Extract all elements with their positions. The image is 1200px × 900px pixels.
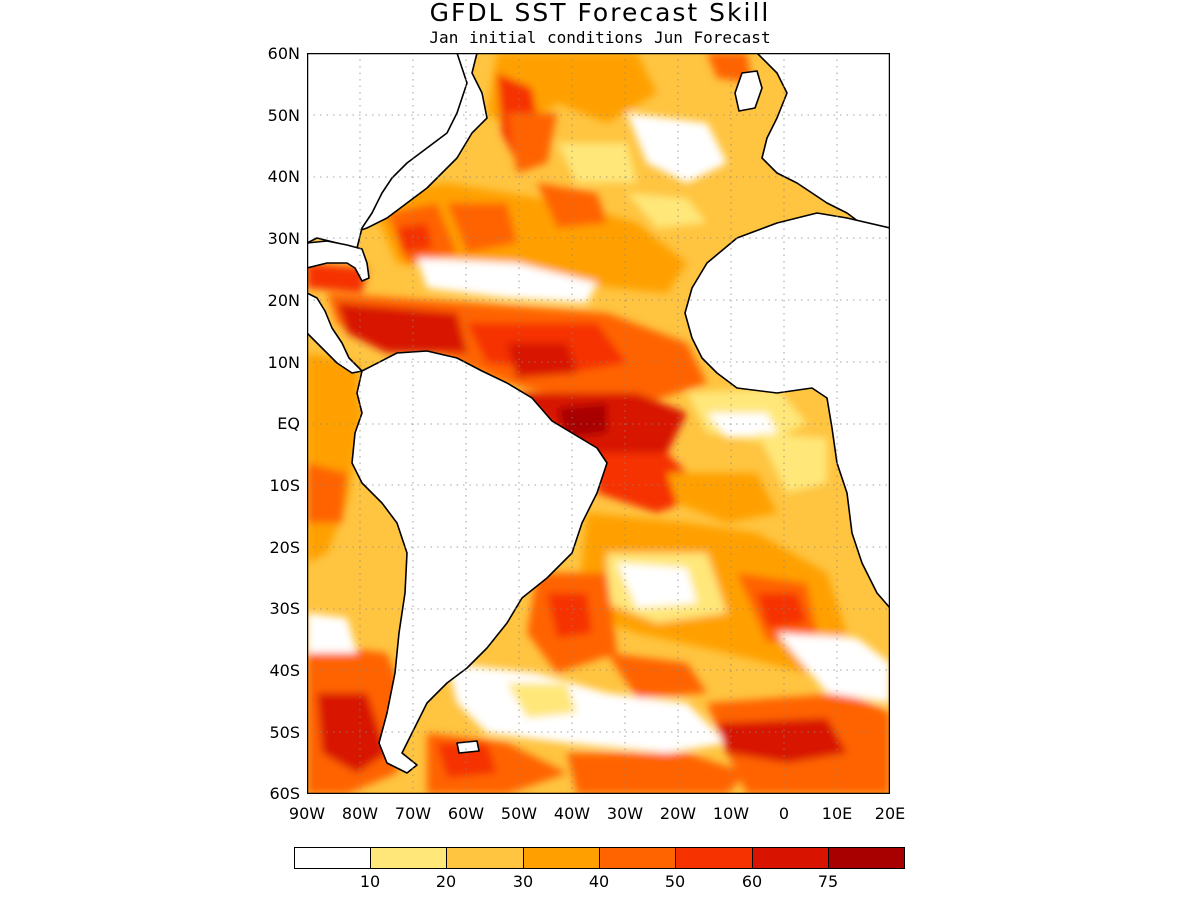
colorbar-label-75: 75 (817, 872, 839, 891)
colorbar-swatch-6 (752, 847, 829, 869)
lat-label-30n: 30N (267, 229, 300, 248)
lon-label-20e: 20E (874, 804, 906, 823)
lon-label-70w: 70W (394, 804, 432, 823)
lat-label-10n: 10N (267, 353, 300, 372)
lat-label-20s: 20S (269, 538, 300, 557)
gulf-coast (307, 240, 370, 282)
skill-map (307, 53, 890, 794)
colorbar-swatch-5 (675, 847, 753, 869)
colorbar-swatch-0 (294, 847, 371, 869)
lon-label-30w: 30W (606, 804, 644, 823)
lat-label-eq: EQ (277, 414, 300, 433)
lat-label-60n: 60N (267, 44, 300, 63)
colorbar-swatch-7 (828, 847, 905, 869)
lon-label-90w: 90W (288, 804, 326, 823)
lat-label-40s: 40S (269, 661, 300, 680)
lon-label-50w: 50W (500, 804, 538, 823)
lat-label-30s: 30S (269, 599, 300, 618)
lon-label-40w: 40W (553, 804, 591, 823)
map-title: GFDL SST Forecast Skill (429, 0, 771, 27)
colorbar-swatch-2 (446, 847, 524, 869)
colorbar-swatch-3 (523, 847, 600, 869)
colorbar-label-20: 20 (435, 872, 457, 891)
lon-label-10w: 10W (712, 804, 750, 823)
colorbar-label-60: 60 (741, 872, 763, 891)
land-masses (307, 53, 890, 774)
map-gridlines (307, 53, 890, 794)
lon-label-20w: 20W (659, 804, 697, 823)
colorbar-label-30: 30 (512, 872, 534, 891)
lat-label-40n: 40N (267, 167, 300, 186)
colorbar-swatch-4 (599, 847, 676, 869)
colorbar-swatch-1 (370, 847, 447, 869)
lon-label-80w: 80W (341, 804, 379, 823)
africa-land (684, 212, 890, 609)
lon-label-0: 0 (778, 804, 790, 823)
map-subtitle: Jan initial conditions Jun Forecast (429, 28, 771, 47)
lon-label-10e: 10E (821, 804, 853, 823)
lat-label-20n: 20N (267, 291, 300, 310)
colorbar-label-10: 10 (359, 872, 381, 891)
lat-label-50s: 50S (269, 723, 300, 742)
lon-label-60w: 60W (447, 804, 485, 823)
lat-label-10s: 10S (269, 476, 300, 495)
south-america-land (351, 350, 608, 774)
lat-label-50n: 50N (267, 106, 300, 125)
colorbar-label-40: 40 (588, 872, 610, 891)
colorbar (294, 847, 905, 869)
map-frame (307, 53, 890, 794)
falklands-land (456, 740, 480, 754)
british-isles-land (734, 70, 763, 112)
lat-label-60s: 60S (269, 784, 300, 803)
colorbar-label-50: 50 (664, 872, 686, 891)
